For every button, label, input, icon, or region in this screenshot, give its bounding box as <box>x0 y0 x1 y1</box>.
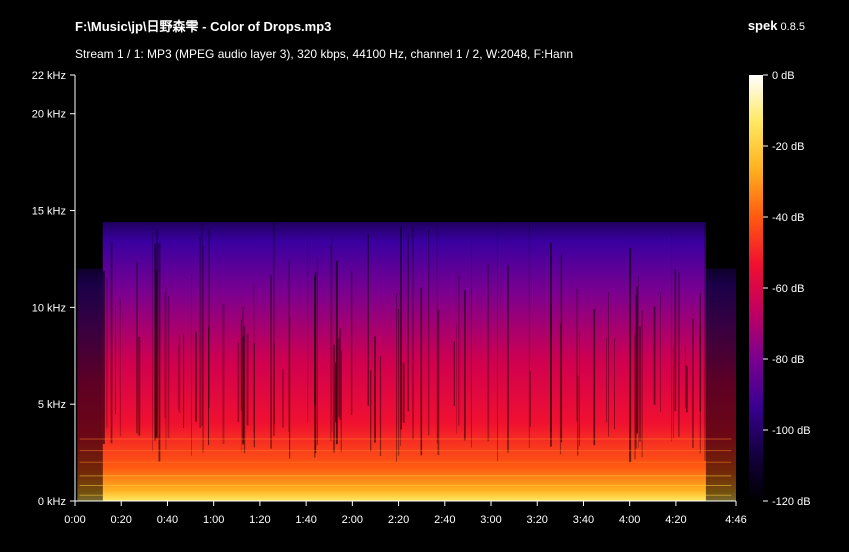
y-tick-label: 0 kHz <box>38 496 66 508</box>
colorbar-gradient <box>749 75 763 501</box>
x-tick-label: 2:00 <box>342 514 363 526</box>
x-tick-label: 0:40 <box>157 514 178 526</box>
colorbar: 0 dB -20 dB -40 dB -60 dB -80 dB -100 dB -120 … <box>749 70 811 508</box>
colorbar-tick-label: -20 dB <box>772 141 804 153</box>
x-tick-label: 2:20 <box>388 514 409 526</box>
app-version: 0.8.5 <box>777 21 805 33</box>
colorbar-tick-label: -100 dB <box>772 425 811 437</box>
x-tick-label: 1:40 <box>295 514 316 526</box>
x-axis: 0:00 0:20 0:40 1:00 1:20 1:40 2:00 2:20 2:40 3:00… <box>64 500 747 526</box>
y-tick-label: 20 kHz <box>32 109 66 121</box>
y-tick-label: 5 kHz <box>38 399 66 411</box>
x-tick-label: 4:00 <box>619 514 640 526</box>
stream-info: Stream 1 / 1: MP3 (MPEG audio layer 3), … <box>75 47 574 61</box>
window-title: F:\Music\jp\日野森雫 - Color of Drops.mp3 <box>75 16 331 35</box>
x-tick-label: 0:00 <box>64 514 85 526</box>
app-name: spek <box>747 18 778 33</box>
spectrum-body <box>102 222 706 501</box>
colorbar-tick-label: -80 dB <box>772 354 804 366</box>
x-tick-label: 4:20 <box>665 514 686 526</box>
app-brand: spek 0.8.5 <box>748 18 805 33</box>
x-tick-label: 4:46 <box>725 514 746 526</box>
spectrum-intro <box>77 268 103 501</box>
x-tick-label: 0:20 <box>111 514 132 526</box>
colorbar-tick-label: -40 dB <box>772 212 804 224</box>
spectrum-outro <box>705 268 736 501</box>
colorbar-tick-label: -60 dB <box>772 283 804 295</box>
x-tick-label: 3:00 <box>480 514 501 526</box>
x-tick-label: 3:40 <box>573 514 594 526</box>
x-tick-label: 3:20 <box>527 514 548 526</box>
file-name: - Color of Drops.mp3 <box>198 19 332 34</box>
file-path: F:\Music\jp\日野森雫 <box>75 19 199 34</box>
x-tick-label: 1:00 <box>203 514 224 526</box>
colorbar-tick-label: -120 dB <box>772 496 811 508</box>
x-tick-label: 1:20 <box>249 514 270 526</box>
y-axis: 0 kHz 5 kHz 10 kHz 15 kHz 20 kHz 22 kHz <box>32 70 76 508</box>
y-tick-label: 22 kHz <box>32 70 66 82</box>
y-tick-label: 10 kHz <box>32 302 66 314</box>
colorbar-tick-label: 0 dB <box>772 70 795 82</box>
y-tick-label: 15 kHz <box>32 206 66 218</box>
x-tick-label: 2:40 <box>434 514 455 526</box>
spectrogram-plot <box>75 75 736 501</box>
